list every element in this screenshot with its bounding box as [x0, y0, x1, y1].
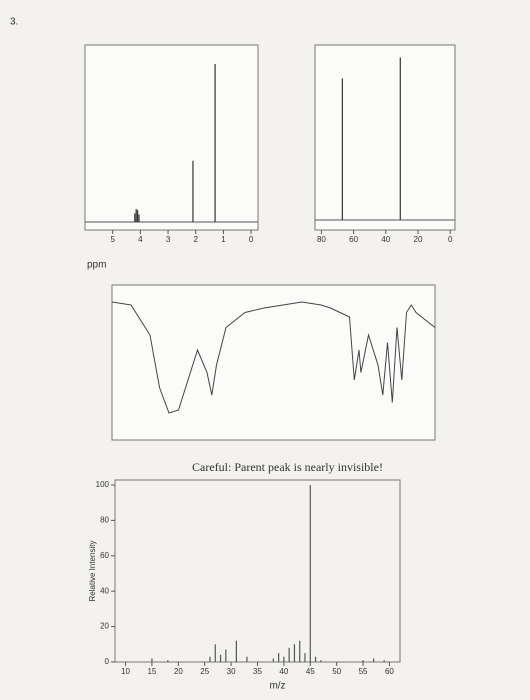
y-tick-label: 20 [100, 622, 109, 631]
y-tick-label: 80 [100, 516, 109, 525]
bar [272, 658, 274, 662]
x-tick-label: 15 [147, 667, 156, 676]
x-tick-label: 4 [138, 235, 143, 244]
x-tick-label: 60 [349, 235, 358, 244]
y-tick-label: 100 [96, 480, 110, 489]
x-axis-label: m/z [269, 681, 285, 692]
x-axis-label: ppm [87, 260, 106, 271]
page-number: 3. [10, 17, 18, 28]
bar [383, 660, 385, 662]
bar [309, 485, 311, 662]
x-tick-label: 1 [221, 235, 226, 244]
bar [219, 654, 222, 662]
bar [278, 653, 280, 662]
x-tick-label: 40 [381, 235, 390, 244]
chart-title: Careful: Parent peak is nearly invisible… [192, 460, 383, 474]
bar [304, 653, 306, 662]
x-tick-label: 35 [253, 667, 262, 676]
bar [293, 644, 296, 662]
bar [314, 656, 317, 662]
x-tick-label: 0 [249, 235, 254, 244]
x-tick-label: 20 [174, 667, 183, 676]
x-tick-label: 30 [227, 667, 236, 676]
bar [209, 656, 211, 662]
spectrum-line [111, 301, 436, 414]
bar [151, 658, 153, 662]
bar [235, 640, 237, 662]
bar [373, 658, 375, 662]
x-tick-label: 45 [306, 667, 315, 676]
plot-frame [314, 44, 456, 231]
y-tick-label: 0 [105, 657, 110, 666]
bar [362, 660, 364, 662]
bar [214, 644, 216, 662]
bar [283, 656, 285, 662]
bar [167, 660, 169, 662]
x-tick-label: 55 [359, 667, 368, 676]
x-tick-label: 20 [414, 235, 423, 244]
x-tick-label: 5 [110, 235, 115, 244]
x-tick-label: 40 [279, 667, 288, 676]
y-tick-label: 40 [100, 586, 109, 595]
x-tick-label: 60 [385, 667, 394, 676]
x-tick-label: 0 [448, 235, 453, 244]
x-tick-label: 10 [121, 667, 130, 676]
x-tick-label: 3 [166, 235, 171, 244]
bar [225, 649, 227, 662]
bar [246, 656, 248, 662]
bar [299, 640, 301, 662]
bar [320, 660, 322, 662]
plot-frame [84, 44, 259, 231]
y-axis-label: Relative Intensity [88, 541, 97, 602]
x-tick-label: 25 [200, 667, 209, 676]
x-tick-label: 80 [317, 235, 326, 244]
bar [288, 647, 290, 662]
x-tick-label: 50 [332, 667, 341, 676]
x-tick-label: 2 [193, 235, 198, 244]
plot-frame [111, 284, 436, 441]
y-tick-label: 60 [100, 551, 109, 560]
